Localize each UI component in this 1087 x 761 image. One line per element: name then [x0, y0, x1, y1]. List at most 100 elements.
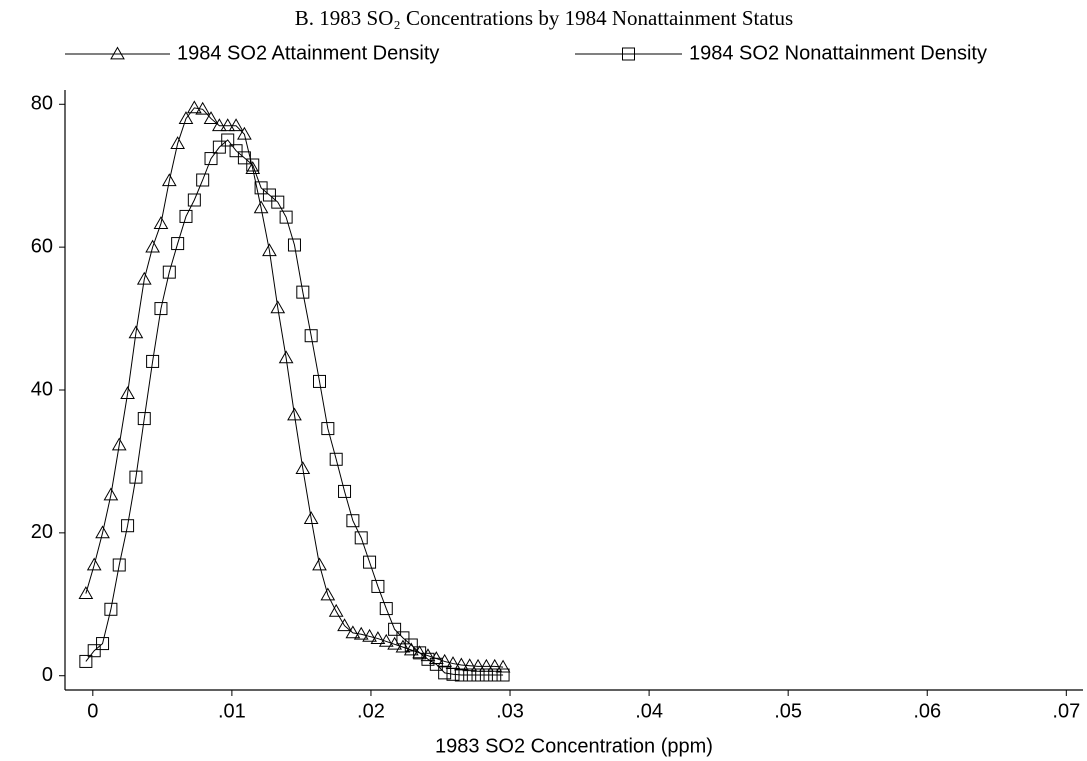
triangle-marker	[153, 216, 169, 229]
square-marker	[254, 181, 268, 195]
square-marker	[112, 558, 126, 572]
square-marker	[363, 555, 377, 569]
triangle-marker	[195, 101, 211, 115]
triangle-marker	[161, 173, 177, 187]
triangle-marker	[479, 658, 494, 672]
chart-title: B. 1983 SO₂ Concentrations by 1984 Nonat…	[295, 6, 793, 30]
triangle-marker	[145, 239, 160, 253]
square-marker	[471, 668, 485, 682]
x-tick-label: .06	[913, 700, 941, 722]
square-marker	[221, 133, 235, 147]
triangle-marker	[312, 557, 327, 571]
triangle-marker	[495, 659, 511, 673]
triangle-marker	[262, 243, 277, 257]
square-marker	[488, 668, 502, 682]
triangle-marker	[378, 633, 394, 647]
x-axis-label: 1983 SO2 Concentration (ppm)	[435, 735, 713, 757]
square-marker	[287, 238, 301, 252]
square-marker	[321, 422, 335, 436]
square-marker	[212, 140, 226, 154]
square-marker	[496, 668, 510, 682]
triangle-marker	[120, 386, 135, 399]
square-marker	[187, 193, 201, 207]
x-tick-label: .04	[635, 700, 663, 722]
square-marker	[162, 265, 176, 279]
square-marker	[479, 668, 493, 682]
triangle-marker	[86, 557, 102, 571]
square-marker	[404, 638, 418, 652]
square-marker	[346, 514, 360, 528]
triangle-marker	[362, 628, 377, 642]
y-tick-label: 60	[31, 235, 53, 257]
square-marker	[154, 302, 168, 316]
square-marker	[246, 158, 260, 172]
triangle-marker	[487, 658, 503, 672]
square-marker	[229, 144, 243, 158]
square-marker	[379, 602, 393, 616]
square-marker	[338, 484, 352, 498]
triangle-marker	[420, 648, 436, 662]
square-marker	[421, 652, 435, 666]
triangle-marker	[462, 658, 478, 672]
triangle-marker	[453, 657, 469, 671]
triangle-marker	[203, 111, 219, 124]
triangle-marker	[470, 658, 486, 672]
triangle-marker	[111, 437, 127, 451]
square-marker	[96, 637, 110, 651]
triangle-marker	[345, 625, 361, 639]
triangle-marker	[437, 653, 453, 667]
square-marker	[146, 354, 160, 368]
triangle-marker	[128, 325, 144, 339]
square-marker	[279, 210, 293, 224]
square-marker	[179, 209, 193, 223]
triangle-marker	[245, 161, 261, 174]
triangle-marker	[270, 300, 286, 314]
square-marker	[171, 237, 185, 251]
x-tick-label: .03	[496, 700, 524, 722]
triangle-marker	[170, 136, 186, 149]
triangle-marker	[278, 350, 294, 364]
triangle-marker	[78, 586, 94, 599]
y-tick-label: 40	[31, 378, 53, 400]
triangle-marker	[370, 631, 386, 644]
square-marker	[262, 188, 276, 202]
square-marker	[87, 644, 101, 658]
triangle-marker	[353, 626, 369, 640]
triangle-marker	[253, 200, 269, 214]
triangle-marker	[220, 118, 236, 132]
square-marker	[396, 631, 410, 645]
square-marker	[388, 622, 402, 636]
triangle-marker	[95, 525, 110, 539]
y-tick-label: 80	[31, 93, 53, 115]
square-marker	[438, 666, 452, 680]
y-tick-label: 0	[42, 664, 53, 686]
square-marker	[204, 152, 218, 166]
square-marker	[304, 329, 318, 343]
square-marker	[329, 452, 343, 466]
triangle-marker	[328, 603, 344, 617]
triangle-marker	[237, 126, 252, 140]
square-marker	[454, 668, 468, 682]
legend-label: 1984 SO2 Attainment Density	[177, 42, 439, 64]
triangle-marker	[136, 271, 152, 285]
square-marker	[354, 531, 368, 545]
triangle-marker	[287, 407, 302, 421]
triangle-marker	[295, 461, 311, 474]
triangle-marker	[110, 46, 125, 60]
triangle-marker	[412, 645, 427, 659]
y-tick-label: 20	[31, 521, 53, 543]
square-marker	[271, 195, 285, 209]
square-marker	[237, 151, 251, 165]
triangle-marker	[428, 651, 444, 664]
x-tick-label: .05	[774, 700, 802, 722]
square-marker	[622, 47, 635, 61]
triangle-marker	[186, 100, 202, 114]
triangle-marker	[403, 642, 419, 656]
x-tick-label: 0	[87, 700, 98, 722]
square-marker	[446, 667, 460, 681]
square-marker	[104, 602, 118, 616]
square-marker	[371, 579, 385, 593]
square-marker	[79, 654, 93, 668]
square-marker	[137, 412, 151, 426]
